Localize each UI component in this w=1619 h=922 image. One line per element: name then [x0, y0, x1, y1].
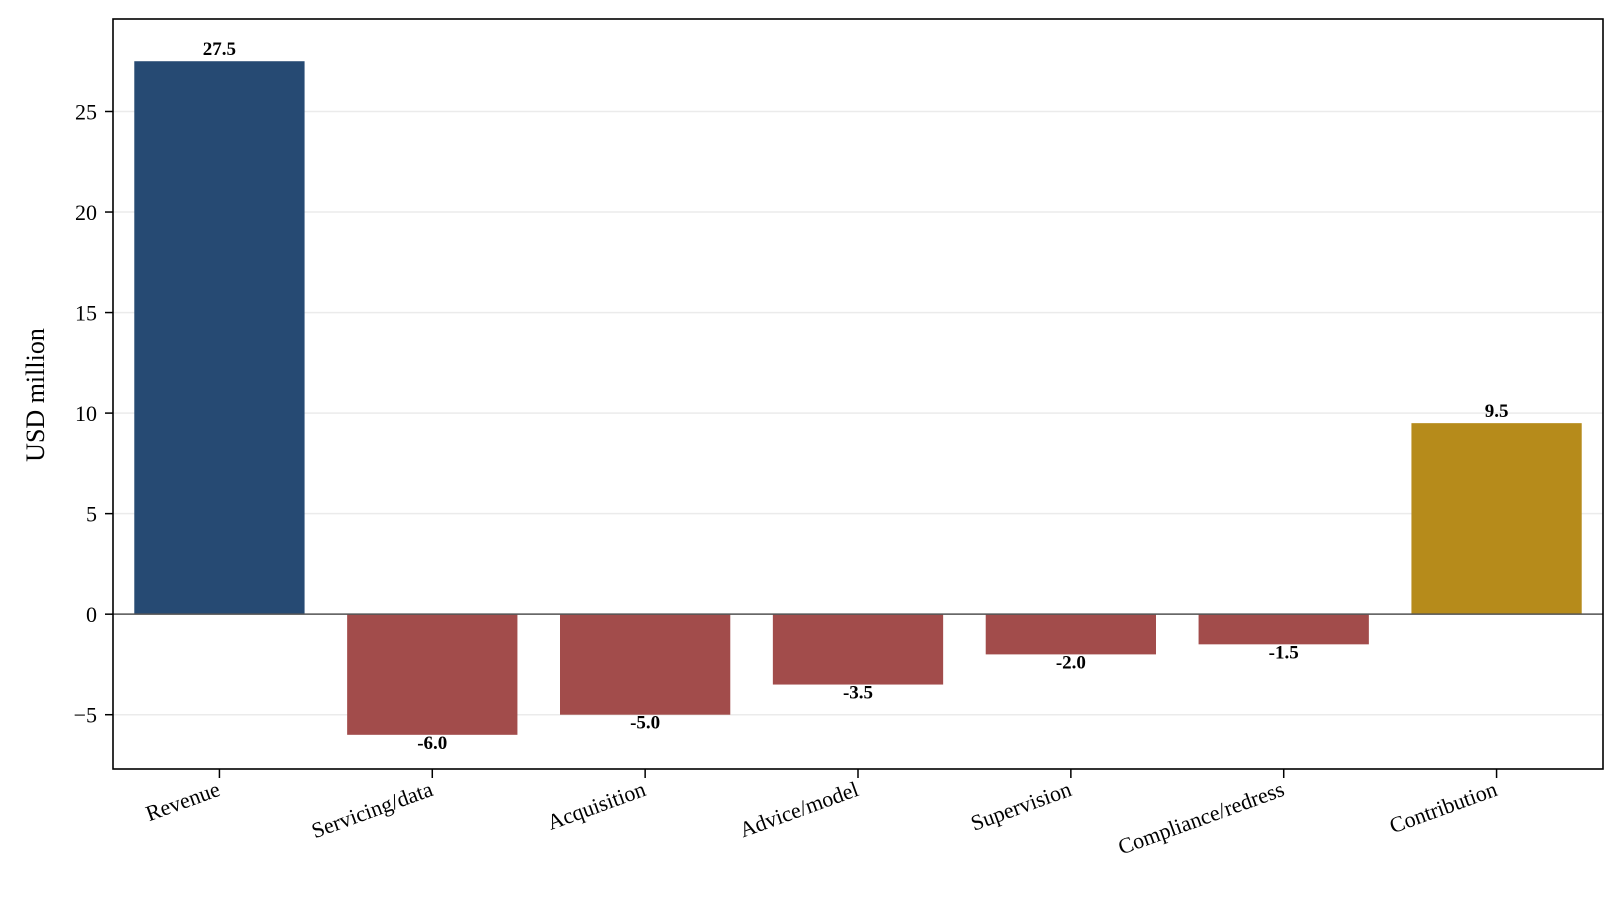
y-axis-ticks: −5 0 5 10 15 20 25 [74, 99, 113, 728]
bar [347, 614, 518, 735]
bar-value-label: -5.0 [630, 713, 660, 734]
bar-value-labels: 27.5 -6.0 -5.0 -3.5 -2.0 -1.5 9.5 [203, 39, 1509, 754]
x-tick-label: Supervision [967, 776, 1074, 835]
bar-value-label: -6.0 [417, 733, 447, 754]
x-tick-label: Acquisition [544, 776, 649, 835]
y-tick-label: −5 [74, 703, 97, 728]
bar-value-label: 9.5 [1485, 401, 1509, 422]
bar [134, 61, 305, 615]
y-axis-title: USD million [21, 328, 50, 462]
y-tick-label: 20 [75, 200, 97, 225]
y-tick-label: 25 [75, 99, 97, 124]
y-tick-label: 5 [86, 502, 97, 527]
y-tick-label: 0 [86, 602, 97, 627]
bar-value-label: 27.5 [203, 39, 236, 60]
x-tick-label: Revenue [142, 776, 223, 826]
bar-value-label: -2.0 [1056, 652, 1086, 673]
y-tick-label: 15 [75, 301, 97, 326]
x-tick-label: Contribution [1386, 776, 1500, 838]
bar [772, 614, 944, 685]
bars [134, 61, 1582, 735]
x-axis-ticks: Revenue Servicing/data Acquisition Advice/m… [142, 769, 1500, 859]
bar [560, 614, 731, 715]
bar [985, 614, 1156, 655]
bar-value-label: -3.5 [843, 683, 873, 704]
bar [1411, 423, 1582, 615]
bar [1198, 614, 1369, 645]
bar-value-label: -1.5 [1269, 642, 1299, 663]
y-tick-label: 10 [75, 401, 97, 426]
x-tick-label: Servicing/data [308, 776, 436, 843]
x-tick-label: Compliance/redress [1115, 776, 1288, 859]
x-tick-label: Advice/model [736, 776, 862, 842]
